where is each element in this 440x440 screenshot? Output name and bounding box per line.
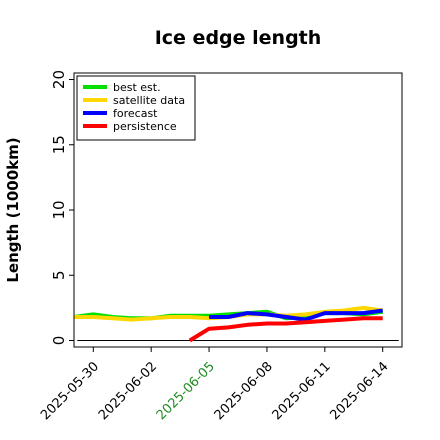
legend-label: best est. xyxy=(113,81,161,94)
legend-label: satellite data xyxy=(113,94,185,107)
x-tick-label: 2025-06-02 xyxy=(96,359,160,423)
series-line-persistence xyxy=(188,316,383,343)
x-tick-label: 2025-06-05 xyxy=(154,359,218,423)
legend: best est.satellite dataforecastpersisten… xyxy=(76,75,196,141)
legend-label: persistence xyxy=(113,120,177,133)
x-tick-label: 2025-06-08 xyxy=(212,359,276,423)
y-tick-label: 20 xyxy=(50,70,68,89)
y-tick-label: 0 xyxy=(50,336,68,346)
x-tick-label: 2025-06-14 xyxy=(327,359,391,423)
x-tick-label: 2025-05-30 xyxy=(38,359,102,423)
series-line-forecast xyxy=(209,308,383,322)
chart-title: Ice edge length xyxy=(155,27,322,49)
legend-label: forecast xyxy=(113,107,158,120)
y-axis-label: Length (1000km) xyxy=(4,137,22,282)
x-tick-label: 2025-06-11 xyxy=(270,359,334,423)
y-tick-label: 15 xyxy=(50,135,68,154)
y-tick-label: 5 xyxy=(50,270,68,280)
y-tick-label: 10 xyxy=(50,200,68,219)
